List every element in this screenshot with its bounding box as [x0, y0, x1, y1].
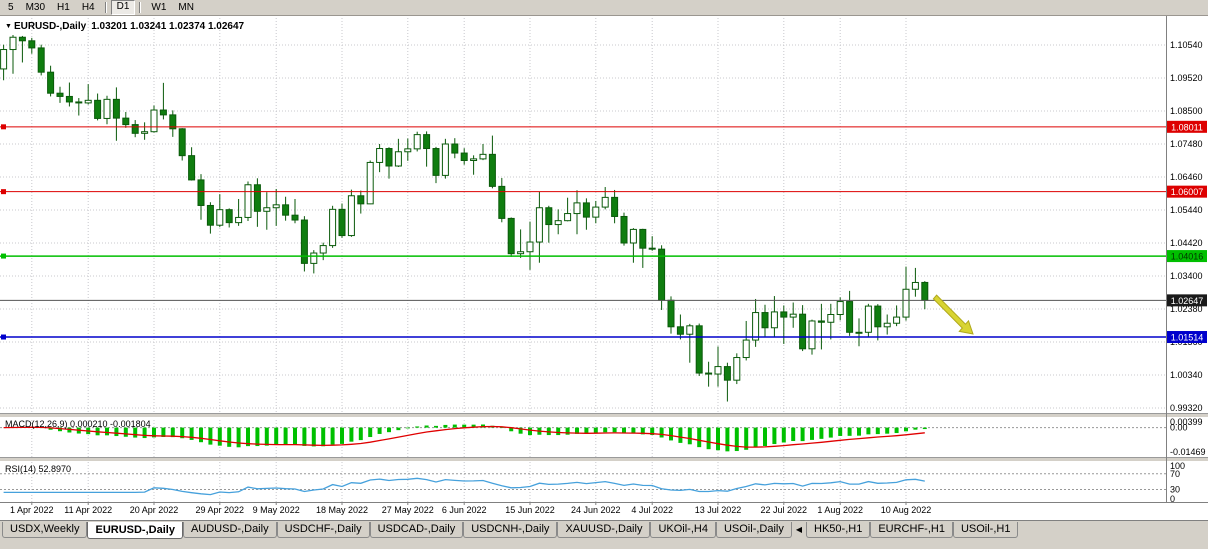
price-badge-1.04016: 1.04016	[1167, 250, 1207, 263]
horizontal-line-1.04016[interactable]	[0, 253, 1166, 259]
tab-usdchf-daily[interactable]: USDCHF-,Daily	[276, 522, 370, 538]
svg-text:27 May 2022: 27 May 2022	[382, 505, 434, 515]
panel-splitter[interactable]	[0, 457, 1208, 462]
rsi-line	[3, 477, 925, 496]
svg-text:0.99320: 0.99320	[1170, 403, 1203, 413]
timeframe-button-w1[interactable]: W1	[151, 2, 167, 13]
trend-arrow[interactable]	[932, 294, 974, 335]
svg-text:10 Aug 2022: 10 Aug 2022	[881, 505, 932, 515]
price-badge-1.01514: 1.01514	[1167, 331, 1207, 344]
horizontal-line-1.08011[interactable]	[0, 124, 1166, 130]
svg-text:1.04016: 1.04016	[1171, 252, 1204, 262]
macd-indicator-label: MACD(12,26,9) 0.000210 -0.001804	[5, 419, 151, 429]
svg-text:6 Jun 2022: 6 Jun 2022	[442, 505, 487, 515]
date-axis-labels: 1 Apr 2022 11 Apr 2022 20 Apr 2022 29 Apr 2…	[10, 502, 931, 515]
tab-eurchf-h1[interactable]: EURCHF-,H1	[870, 522, 953, 538]
tab-audusd-daily[interactable]: AUDUSD-,Daily	[182, 522, 277, 538]
candlestick-series	[0, 34, 929, 402]
svg-text:1.02647: 1.02647	[1171, 296, 1204, 306]
svg-text:0.00399: 0.00399	[1170, 417, 1203, 427]
timeframe-toolbar: 5 M30 H1 H4 D1 W1 MN	[0, 0, 1208, 16]
tab-scroll-left-icon[interactable]: ◀	[795, 525, 803, 534]
tab-ukoil-h4[interactable]: UKOil-,H4	[650, 522, 716, 538]
price-badge-1.08011: 1.08011	[1167, 120, 1207, 133]
svg-text:29 Apr 2022: 29 Apr 2022	[196, 505, 245, 515]
svg-text:1.06460: 1.06460	[1170, 172, 1203, 182]
chart-area[interactable]: 1.10540 1.09520 1.08500 1.07480 1.06460 1.054…	[0, 16, 1208, 521]
tab-usdx-weekly[interactable]: USDX,Weekly	[2, 522, 88, 538]
timeframe-button-mn[interactable]: MN	[178, 2, 194, 13]
chart-symbol-label: EURUSD-,Daily	[13, 21, 87, 32]
svg-text:1.05440: 1.05440	[1170, 205, 1203, 215]
svg-text:1.10540: 1.10540	[1170, 40, 1203, 50]
svg-text:1.01514: 1.01514	[1171, 333, 1204, 343]
chart-title: ▼ EURUSD-,Daily 1.03201 1.03241 1.02374 1.…	[5, 21, 244, 32]
panel-splitter[interactable]	[0, 413, 1208, 418]
svg-text:9 May 2022: 9 May 2022	[253, 505, 300, 515]
toolbar-divider	[139, 2, 142, 13]
tab-hk50-h1[interactable]: HK50-,H1	[806, 522, 871, 538]
price-axis-labels: 1.10540 1.09520 1.08500 1.07480 1.06460 1.054…	[1170, 40, 1206, 504]
svg-text:18 May 2022: 18 May 2022	[316, 505, 368, 515]
svg-text:70: 70	[1170, 469, 1180, 479]
svg-text:1.08011: 1.08011	[1171, 122, 1203, 132]
timeframe-button-m30[interactable]: M30	[25, 2, 46, 13]
svg-text:0: 0	[1170, 494, 1175, 504]
svg-text:1.04420: 1.04420	[1170, 238, 1203, 248]
svg-text:20 Apr 2022: 20 Apr 2022	[130, 505, 179, 515]
chart-tabs-bar: USDX,Weekly EURUSD-,Daily AUDUSD-,Daily USD…	[0, 520, 1208, 549]
tab-usoil-h1[interactable]: USOil-,H1	[952, 522, 1019, 538]
svg-text:1.09520: 1.09520	[1170, 73, 1203, 83]
horizontal-line-1.01514[interactable]	[0, 334, 1166, 340]
svg-text:0.00: 0.00	[1170, 423, 1188, 433]
timeframe-button-m5[interactable]: 5	[8, 2, 14, 13]
svg-text:-0.01469: -0.01469	[1170, 447, 1206, 457]
rsi-indicator-label: RSI(14) 52.8970	[5, 464, 72, 474]
tab-usdcad-daily[interactable]: USDCAD-,Daily	[369, 522, 464, 538]
toolbar-divider	[104, 2, 107, 13]
chart-ohlc-values: 1.03201 1.03241 1.02374 1.02647	[91, 21, 245, 32]
timeframe-button-h4[interactable]: H4	[81, 2, 95, 13]
svg-text:100: 100	[1170, 461, 1185, 471]
svg-text:4 Jul 2022: 4 Jul 2022	[631, 505, 673, 515]
svg-text:11 Apr 2022: 11 Apr 2022	[64, 505, 112, 515]
tab-usdcnh-daily[interactable]: USDCNH-,Daily	[463, 522, 558, 538]
svg-text:1.02380: 1.02380	[1170, 304, 1203, 314]
svg-text:1.00340: 1.00340	[1170, 370, 1203, 380]
svg-text:1.06007: 1.06007	[1171, 187, 1204, 197]
svg-text:1 Apr 2022: 1 Apr 2022	[10, 505, 54, 515]
price-badge-1.02647: 1.02647	[1167, 294, 1207, 307]
svg-text:24 Jun 2022: 24 Jun 2022	[571, 505, 621, 515]
timeframe-button-d1[interactable]: D1	[110, 0, 136, 15]
timeframe-button-h1[interactable]: H1	[57, 2, 70, 13]
grid	[0, 18, 1166, 502]
tab-eurusd-daily[interactable]: EURUSD-,Daily	[87, 522, 183, 539]
symbol-marker-icon: ▼	[5, 23, 12, 30]
price-badge-1.06007: 1.06007	[1167, 185, 1207, 198]
price-chart-canvas[interactable]: 1.10540 1.09520 1.08500 1.07480 1.06460 1.054…	[0, 16, 1208, 521]
svg-text:22 Jul 2022: 22 Jul 2022	[761, 505, 808, 515]
macd-signal-line	[3, 425, 925, 448]
tab-xauusd-daily[interactable]: XAUUSD-,Daily	[557, 522, 651, 538]
horizontal-line-1.06007[interactable]	[0, 189, 1166, 195]
tab-usoil-daily[interactable]: USOil-,Daily	[715, 522, 792, 538]
svg-text:1.03400: 1.03400	[1170, 271, 1203, 281]
svg-text:1 Aug 2022: 1 Aug 2022	[817, 505, 863, 515]
svg-text:15 Jun 2022: 15 Jun 2022	[505, 505, 555, 515]
svg-text:30: 30	[1170, 484, 1180, 494]
svg-text:1.08500: 1.08500	[1170, 106, 1203, 116]
svg-text:13 Jul 2022: 13 Jul 2022	[695, 505, 742, 515]
svg-text:1.07480: 1.07480	[1170, 139, 1203, 149]
